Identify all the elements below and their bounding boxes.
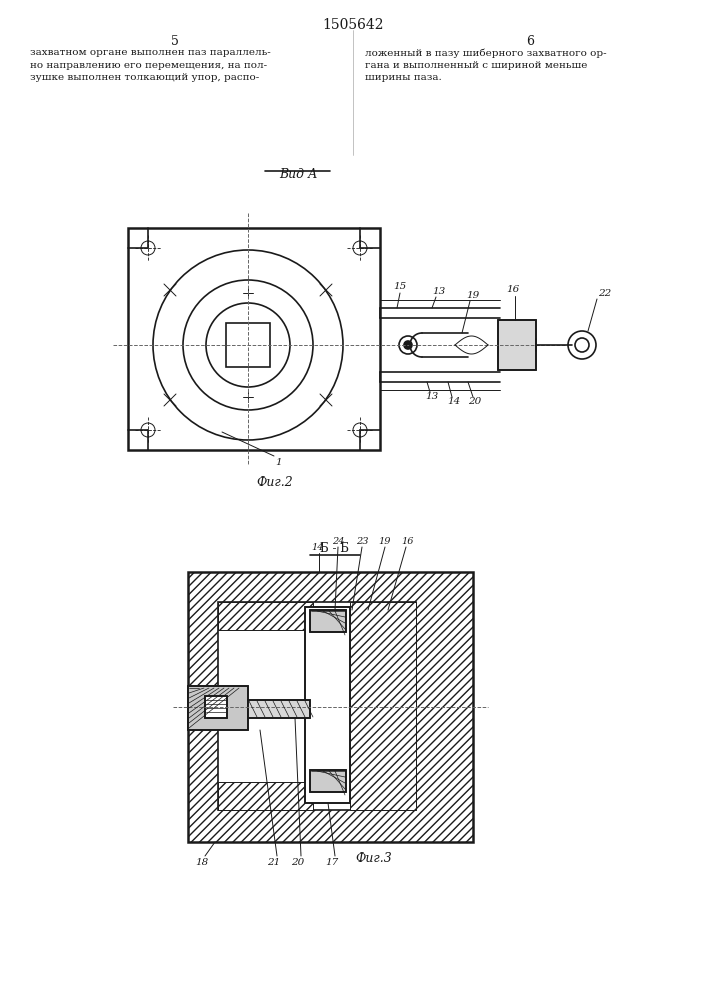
Text: 19: 19 [379, 537, 391, 546]
Text: Фиг.3: Фиг.3 [355, 852, 392, 865]
Text: 6: 6 [526, 35, 534, 48]
Bar [248, 700, 310, 718]
Text: 14: 14 [447, 397, 460, 406]
Bar [498, 320, 536, 370]
Bar [128, 228, 380, 450]
Bar [218, 782, 313, 810]
Bar [218, 602, 416, 810]
Bar [205, 696, 227, 718]
Text: 13: 13 [425, 392, 438, 401]
Bar [188, 572, 473, 842]
Bar [498, 320, 536, 370]
Bar [305, 607, 350, 803]
Text: Фиг.2: Фиг.2 [257, 476, 293, 489]
Text: ложенный в пазу шиберного захватного ор-
гана и выполненный с шириной меньше
шир: ложенный в пазу шиберного захватного ор-… [365, 48, 607, 83]
Text: 1: 1 [275, 458, 281, 467]
Text: 20: 20 [468, 397, 481, 406]
Circle shape [404, 341, 412, 349]
Text: 20: 20 [291, 858, 305, 867]
Text: 1505642: 1505642 [322, 18, 384, 32]
Bar [188, 686, 248, 730]
Bar [310, 770, 346, 792]
Text: 19: 19 [466, 291, 479, 300]
Text: 16: 16 [506, 285, 520, 294]
Bar [310, 610, 346, 632]
Text: 24: 24 [332, 537, 344, 546]
Text: Вид А: Вид А [279, 168, 317, 181]
Text: 21: 21 [267, 858, 281, 867]
Text: 18: 18 [195, 858, 209, 867]
Bar [305, 607, 350, 803]
Text: 5: 5 [171, 35, 179, 48]
Text: захватном органе выполнен паз параллель-
но направлению его перемещения, на пол-: захватном органе выполнен паз параллель-… [30, 48, 271, 82]
Bar [218, 602, 313, 630]
Bar [226, 323, 270, 367]
Text: 23: 23 [356, 537, 368, 546]
Text: Б - Б: Б - Б [320, 542, 349, 555]
Bar [310, 610, 346, 632]
Text: 17: 17 [325, 858, 339, 867]
Bar [310, 770, 346, 792]
Text: 16: 16 [402, 537, 414, 546]
Text: 13: 13 [432, 287, 445, 296]
Bar [350, 602, 416, 810]
Bar [188, 686, 248, 730]
Text: 14: 14 [312, 543, 325, 552]
Bar [248, 700, 310, 718]
Text: 15: 15 [393, 282, 407, 291]
Bar [205, 696, 227, 718]
Text: 22: 22 [598, 289, 612, 298]
